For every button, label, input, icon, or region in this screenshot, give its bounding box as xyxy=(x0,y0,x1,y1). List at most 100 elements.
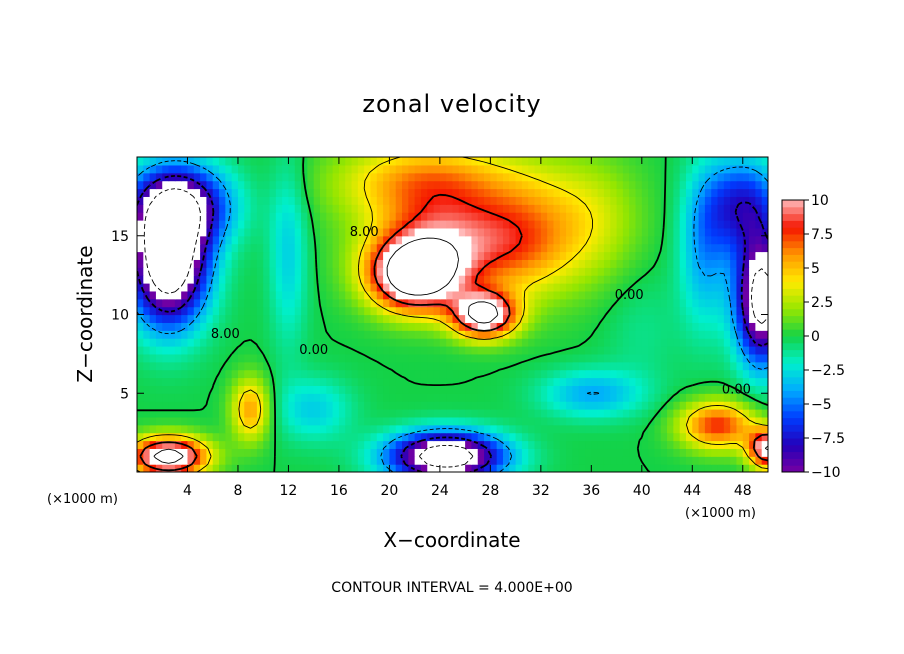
heatmap-cell xyxy=(433,393,441,402)
heatmap-cell xyxy=(704,290,712,300)
heatmap-cell xyxy=(433,338,441,347)
heatmap-cell xyxy=(319,164,327,174)
heatmap-cell xyxy=(685,164,693,174)
heatmap-cell xyxy=(250,464,258,472)
heatmap-cell xyxy=(553,306,561,316)
heatmap-cell xyxy=(162,275,170,284)
heatmap-cell xyxy=(654,322,662,331)
heatmap-cell xyxy=(174,290,182,300)
heatmap-cell xyxy=(591,180,599,190)
heatmap-cell xyxy=(408,385,416,394)
heatmap-cell xyxy=(427,290,435,300)
heatmap-cell xyxy=(181,204,189,213)
heatmap-cell xyxy=(534,259,542,268)
heatmap-cell xyxy=(370,448,378,457)
heatmap-cell xyxy=(155,409,163,418)
heatmap-cell xyxy=(654,220,662,229)
heatmap-cell xyxy=(673,172,681,182)
heatmap-cell xyxy=(332,290,340,300)
heatmap-cell xyxy=(730,385,738,394)
heatmap-cell xyxy=(237,290,245,300)
heatmap-cell xyxy=(578,164,586,174)
heatmap-cell xyxy=(187,306,195,316)
heatmap-cell xyxy=(301,369,308,379)
heatmap-cell xyxy=(641,448,649,457)
heatmap-cell xyxy=(742,290,750,300)
heatmap-cell xyxy=(376,353,384,363)
y-tick-label: 5 xyxy=(120,386,129,402)
heatmap-cell xyxy=(597,267,605,276)
heatmap-cell xyxy=(761,180,768,190)
heatmap-cell xyxy=(427,448,435,457)
heatmap-cell xyxy=(301,401,308,410)
heatmap-cell xyxy=(616,267,624,276)
heatmap-cell xyxy=(137,440,144,449)
heatmap-cell xyxy=(313,393,321,402)
heatmap-cell xyxy=(742,448,750,457)
heatmap-cell xyxy=(465,243,473,253)
heatmap-cell xyxy=(559,401,567,410)
heatmap-cell xyxy=(294,196,302,205)
heatmap-cell xyxy=(559,290,567,300)
heatmap-cell xyxy=(408,283,416,292)
heatmap-cell xyxy=(528,330,536,339)
heatmap-cell xyxy=(597,212,605,221)
heatmap-cell xyxy=(370,353,378,363)
heatmap-cell xyxy=(181,180,189,190)
heatmap-cell xyxy=(654,283,662,292)
heatmap-cell xyxy=(509,456,517,465)
heatmap-cell xyxy=(200,180,208,190)
heatmap-cell xyxy=(685,401,693,410)
heatmap-cell xyxy=(603,204,611,213)
heatmap-cell xyxy=(458,188,466,197)
heatmap-cell xyxy=(168,401,176,410)
heatmap-cell xyxy=(578,275,586,284)
heatmap-cell xyxy=(364,290,372,300)
heatmap-cell xyxy=(622,283,630,292)
heatmap-cell xyxy=(597,157,605,166)
heatmap-cell xyxy=(364,188,372,197)
heatmap-cell xyxy=(250,267,258,276)
heatmap-cell xyxy=(307,353,315,363)
heatmap-cell xyxy=(364,235,372,245)
heatmap-cell xyxy=(711,432,719,442)
heatmap-cell xyxy=(427,322,435,331)
heatmap-cell xyxy=(143,448,151,457)
heatmap-cell xyxy=(509,267,517,276)
heatmap-cell xyxy=(256,424,264,434)
heatmap-cell xyxy=(484,306,491,316)
heatmap-cell xyxy=(219,227,226,237)
heatmap-cell xyxy=(193,393,201,402)
heatmap-cell xyxy=(597,361,605,371)
heatmap-cell xyxy=(616,409,624,418)
heatmap-cell xyxy=(250,401,258,410)
heatmap-cell xyxy=(326,157,334,166)
heatmap-cell xyxy=(250,306,258,316)
heatmap-cell xyxy=(528,188,536,197)
heatmap-cell xyxy=(648,283,656,292)
heatmap-cell xyxy=(269,298,277,308)
heatmap-cell xyxy=(357,220,365,229)
heatmap-cell xyxy=(528,416,536,426)
heatmap-cell xyxy=(465,290,473,300)
contour-label: 0.00 xyxy=(299,343,328,358)
heatmap-cell xyxy=(471,346,479,355)
colorbar-segment xyxy=(782,342,804,351)
heatmap-cell xyxy=(408,204,416,213)
heatmap-cell xyxy=(553,314,561,323)
heatmap-cell xyxy=(452,172,460,182)
heatmap-cell xyxy=(477,330,485,339)
heatmap-cell xyxy=(572,298,580,308)
heatmap-cell xyxy=(502,204,510,213)
heatmap-cell xyxy=(547,164,555,174)
heatmap-cell xyxy=(742,164,750,174)
heatmap-cell xyxy=(553,188,561,197)
heatmap-cell xyxy=(181,259,189,268)
heatmap-cell xyxy=(540,314,548,323)
heatmap-cell xyxy=(433,235,441,245)
heatmap-cell xyxy=(332,196,340,205)
heatmap-cell xyxy=(635,164,643,174)
heatmap-cell xyxy=(231,314,239,323)
heatmap-cell xyxy=(534,385,542,394)
heatmap-cell xyxy=(749,243,756,253)
